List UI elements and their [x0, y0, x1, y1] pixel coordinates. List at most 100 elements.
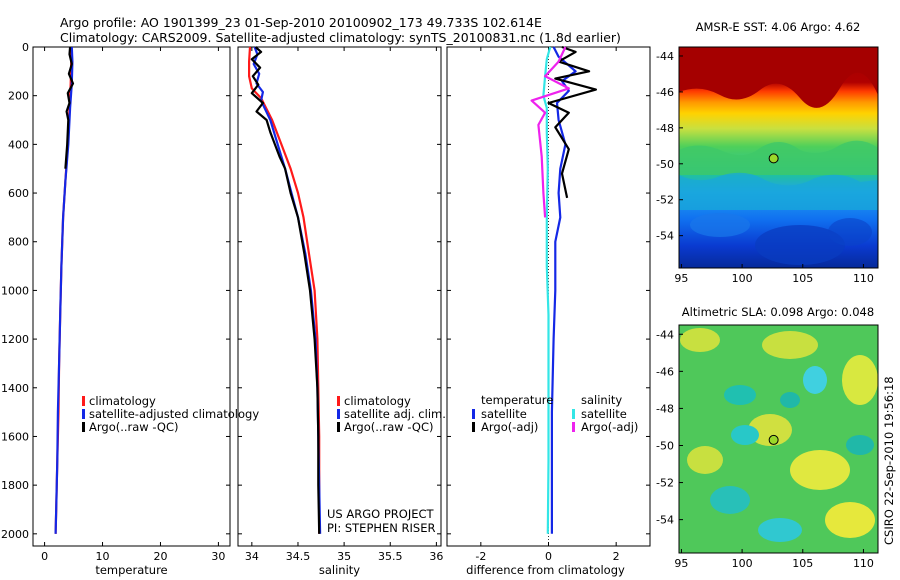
depth-tick-label: 800 [8, 236, 29, 249]
sla_map-argo-location-marker [768, 434, 779, 445]
sla-yellow-blob [762, 331, 818, 359]
pi-credit: PI: STEPHEN RISER [327, 521, 436, 535]
sla_map-xtick-label: 110 [853, 557, 874, 570]
figure-title-line1: Argo profile: AO 1901399_23 01-Sep-2010 … [60, 15, 542, 30]
salinity-axes-frame [237, 46, 442, 547]
sst-deep-blue-patch [755, 225, 845, 265]
difference-legend-swatch [572, 409, 575, 419]
sst_map-xtick-label: 110 [853, 272, 874, 285]
difference-legend-swatch [472, 422, 475, 432]
salinity-series-climatology [248, 46, 321, 534]
sla-cyan-blob [710, 486, 750, 514]
difference-xlabel: difference from climatology [466, 563, 625, 577]
sst_map-xtick-label: 105 [792, 272, 813, 285]
difference-legend-swatch [472, 409, 475, 419]
sla-cyan-blob [846, 435, 874, 455]
figure-title-line2: Climatology: CARS2009. Satellite-adjuste… [60, 30, 621, 45]
sla_map-ytick-label: -48 [656, 402, 674, 415]
temperature-legend-label: satellite-adjusted climatology [89, 407, 259, 421]
sla-map-panel: Altimetric SLA: 0.098 Argo: 0.048 [678, 305, 879, 554]
sla-map-title: Altimetric SLA: 0.098 Argo: 0.048 [682, 305, 874, 319]
temperature-xlabel: temperature [95, 563, 167, 577]
sst-cyan-band [679, 172, 878, 210]
temperature-xtick-label: 10 [96, 550, 110, 563]
salinity-xlabel: salinity [319, 563, 360, 577]
temperature-legend-swatch [82, 409, 85, 419]
difference-xtick-label: 0 [545, 550, 552, 563]
difference-series-salinity-argo-adj- [530, 46, 570, 218]
depth-tick-label: 1600 [1, 430, 29, 443]
sla-yellow-blob [680, 328, 720, 352]
sla-yellow-blob [825, 502, 875, 538]
difference-series-temperature-satellite [550, 46, 577, 534]
difference-legend-label: Argo(-adj) [481, 420, 538, 434]
sst_map-ytick-label: -52 [656, 194, 674, 207]
depth-tick-label: 600 [8, 187, 29, 200]
sst-warm-region [679, 47, 878, 108]
salinity-xtick-label: 36 [429, 550, 443, 563]
sst_map-ytick-label: -50 [656, 158, 674, 171]
project-credit: US ARGO PROJECT [327, 507, 435, 521]
csiro-credit: CSIRO 22-Sep-2010 19:56:18 [882, 376, 896, 545]
salinity-legend-swatch [337, 409, 340, 419]
depth-tick-label: 1000 [1, 284, 29, 297]
sst_map-ytick-label: -44 [656, 50, 674, 63]
sst_map-argo-location-marker [768, 153, 779, 164]
salinity-series-argo-raw-qc- [250, 46, 321, 534]
salinity-legend-label: satellite adj. clim. [344, 407, 446, 421]
temperature-xtick-label: 0 [41, 550, 48, 563]
salinity-panel [237, 46, 442, 547]
sla-map-frame [678, 324, 879, 554]
sst_map-ytick-label: -54 [656, 230, 674, 243]
sla_map-ytick-label: -46 [656, 365, 674, 378]
temperature-series-argo-raw-qc- [64, 46, 75, 169]
sla-yellow-blob [790, 450, 850, 490]
difference-legend-label: satellite [481, 407, 527, 421]
difference-xtick-label: -2 [475, 550, 486, 563]
sla-cyan-blob [758, 518, 802, 542]
temperature-xtick-label: 20 [153, 550, 167, 563]
sla_map-xtick-label: 100 [732, 557, 753, 570]
salinity-legend-swatch [337, 422, 340, 432]
sla-yellow-blob [748, 414, 792, 446]
difference-legend-title: salinity [581, 393, 622, 407]
sla-yellow-blob [687, 446, 723, 474]
difference-series-salinity-satellite [542, 46, 552, 534]
sla-yellow-blob [842, 355, 878, 405]
depth-tick-label: 400 [8, 138, 29, 151]
salinity-marks: 34 34.5 35 35.5 36 salinity climatologysatelli… [238, 46, 446, 577]
salinity-xtick-label: 35.5 [378, 550, 403, 563]
difference-legend-swatch [572, 422, 575, 432]
temperature-series-satellite-adjusted-climatology [54, 46, 74, 534]
temperature-legend-label: Argo(..raw -QC) [89, 420, 179, 434]
temperature-axes-frame [32, 46, 231, 547]
sla_map-xtick-label: 95 [674, 557, 688, 570]
sst_map-xtick-label: 95 [674, 272, 688, 285]
sla_map-ytick-label: -52 [656, 477, 674, 490]
temperature-legend-swatch [82, 396, 85, 406]
sla-cyan-blob [803, 366, 827, 394]
sla-cyan-blob [731, 425, 759, 445]
temperature-legend-label: climatology [89, 394, 156, 408]
sst_map-xtick-label: 100 [732, 272, 753, 285]
salinity-legend-swatch [337, 396, 340, 406]
sla_map-ytick-label: -50 [656, 439, 674, 452]
temperature-panel [32, 46, 231, 547]
depth-tick-label: 2000 [1, 528, 29, 541]
sst-deep-blue-patch-2 [828, 218, 872, 246]
salinity-legend-label: Argo(..raw -QC) [344, 420, 434, 434]
sla-cyan-blob [780, 392, 800, 408]
difference-legend-label: Argo(-adj) [581, 420, 638, 434]
chart-marks: 0 10 20 30020040060080010001200140016001800… [1, 41, 874, 577]
sla_map-ytick-label: -44 [656, 328, 674, 341]
depth-tick-label: 1400 [1, 382, 29, 395]
difference-legend-label: satellite [581, 407, 627, 421]
depth-tick-label: 0 [22, 41, 29, 54]
sla-cyan-blob [724, 385, 756, 405]
sst-map-panel: AMSR-E SST: 4.06 Argo: 4.62 [678, 20, 879, 269]
sst_map-ytick-label: -46 [656, 86, 674, 99]
sla_map-xtick-label: 105 [792, 557, 813, 570]
depth-tick-label: 200 [8, 90, 29, 103]
depth-tick-label: 1200 [1, 333, 29, 346]
